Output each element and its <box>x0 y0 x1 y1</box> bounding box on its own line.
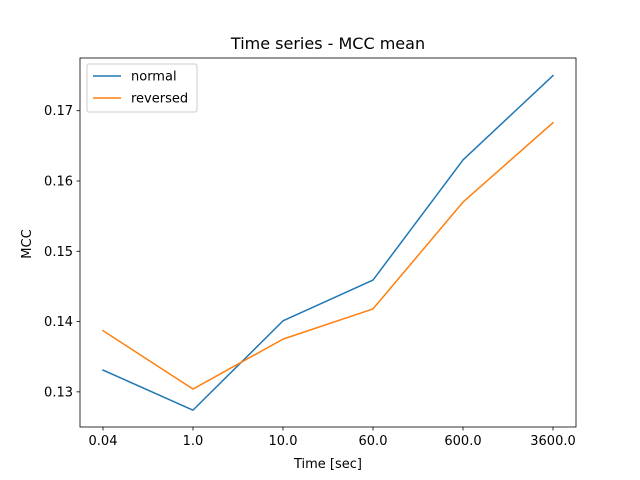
x-tick-label: 3600.0 <box>530 434 576 449</box>
plot-frame <box>79 57 577 428</box>
x-tick-label: 1.0 <box>183 434 204 449</box>
x-tick-label: 600.0 <box>444 434 481 449</box>
legend-label-reversed: reversed <box>131 92 188 107</box>
x-tick-label: 60.0 <box>359 434 388 449</box>
y-tick-label: 0.15 <box>44 245 73 260</box>
series-line-reversed <box>101 121 555 390</box>
series-line-normal <box>102 74 555 411</box>
chart-title: Time series - MCC mean <box>230 34 425 53</box>
plot-area: 0.04 1.0 10.0 60.0 600.0 3600.0 0.13 0.14 0.15 0.… <box>44 57 577 449</box>
y-tick-label: 0.16 <box>44 175 73 190</box>
y-tick-label: 0.14 <box>44 315 73 330</box>
x-axis-label: Time [sec] <box>293 457 362 472</box>
y-tick-label: 0.13 <box>44 385 73 400</box>
legend: normal reversed <box>86 63 198 113</box>
y-tick-label: 0.17 <box>44 104 73 119</box>
x-tick-label: 0.04 <box>89 434 118 449</box>
legend-label-normal: normal <box>131 70 177 85</box>
x-tick-label: 10.0 <box>269 434 298 449</box>
y-axis-label: MCC <box>20 229 35 258</box>
